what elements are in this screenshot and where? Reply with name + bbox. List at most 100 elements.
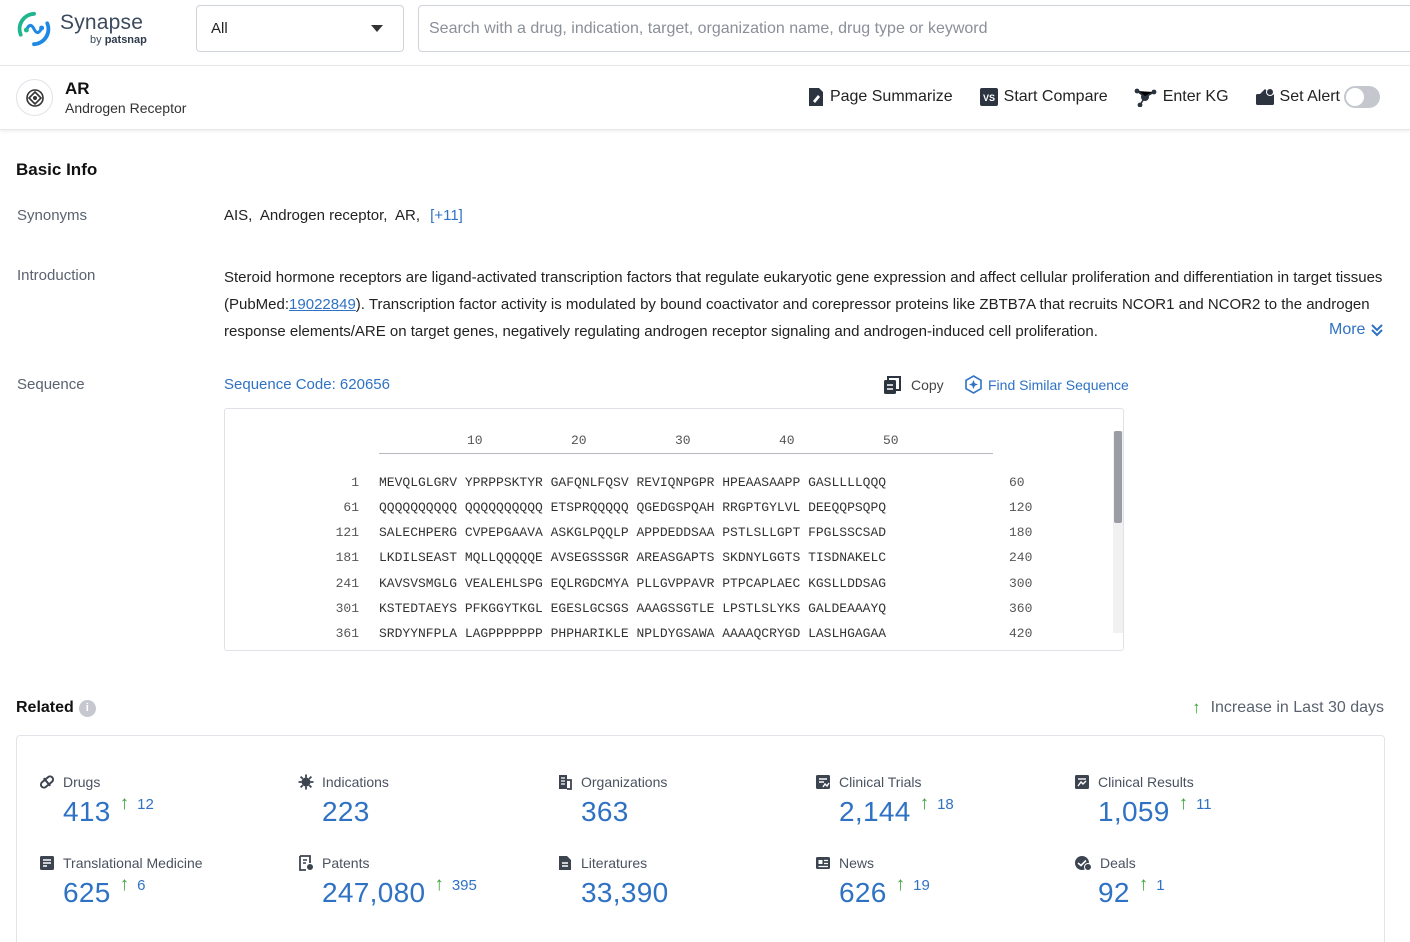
find-similar-label: Find Similar Sequence (988, 377, 1129, 393)
search-scope-value: All (211, 20, 228, 37)
introduction-label: Introduction (17, 267, 95, 284)
ruler-tick: 10 (467, 433, 483, 448)
summarize-icon (807, 87, 825, 107)
stat-label: News (839, 855, 874, 871)
synonym-item: AIS, (224, 207, 252, 224)
sequence-label: Sequence (17, 376, 85, 393)
related-title: Related i (16, 699, 96, 717)
enter-kg-button[interactable]: Enter KG (1134, 87, 1229, 107)
sequence-row-residues: SALECHPERG CVPEPGAAVA ASKGLPQQLP APPDEDD… (379, 525, 886, 540)
sequence-row-residues: SRDYYNFPLA LAGPPPPPPP PHPHARIKLE NPLDYGS… (379, 626, 886, 641)
stat-label: Translational Medicine (63, 855, 203, 871)
building-icon (557, 774, 573, 790)
top-bar: Synapse by patsnap All (0, 0, 1410, 66)
book-icon (39, 855, 55, 871)
target-icon (16, 79, 53, 116)
target-symbol: AR (65, 79, 90, 99)
basic-info-title: Basic Info (16, 160, 97, 180)
stat-indications[interactable]: Indications 223 (298, 774, 389, 828)
stat-label: Drugs (63, 774, 100, 790)
scrollbar-thumb[interactable] (1114, 431, 1122, 523)
arrow-up-icon: ↑ (434, 874, 444, 896)
target-full-name: Androgen Receptor (65, 100, 186, 116)
stat-value: 1,059 (1098, 796, 1170, 828)
stat-patents[interactable]: Patents 247,080↑395 (298, 855, 477, 909)
stat-value: 626 (839, 877, 887, 909)
synapse-logo[interactable]: Synapse by patsnap (15, 10, 147, 48)
increase-legend: ↑ Increase in Last 30 days (1192, 698, 1384, 718)
copy-icon (883, 375, 902, 395)
copy-label: Copy (911, 377, 944, 393)
synapse-logo-icon (15, 10, 53, 48)
ruler-tick: 40 (779, 433, 795, 448)
stat-literatures[interactable]: Literatures 33,390 (557, 855, 668, 909)
sequence-row-end: 300 (1009, 576, 1032, 591)
copy-button[interactable]: Copy (883, 375, 944, 395)
knowledge-graph-icon (1134, 87, 1158, 107)
set-alert-label: Set Alert (1280, 88, 1340, 106)
sequence-row-end: 120 (1009, 500, 1032, 515)
sequence-row-start: 241 (225, 576, 359, 591)
sequence-row-start: 61 (225, 500, 359, 515)
stat-news[interactable]: News 626 ↑ 19 (815, 855, 930, 909)
search-scope-select[interactable]: All (196, 5, 404, 52)
sequence-code-link[interactable]: Sequence Code: 620656 (224, 376, 390, 393)
sequence-row-residues: KSTEDTAEYS PFKGGYTKGL EGESLGCSGS AAAGSSG… (379, 601, 886, 616)
sequence-row-start: 301 (225, 601, 359, 616)
page-summarize-label: Page Summarize (830, 88, 953, 106)
stat-increase: 6 (137, 877, 145, 894)
stat-label: Indications (322, 774, 389, 790)
stat-value: 413 (63, 796, 111, 828)
stat-translational-medicine[interactable]: Translational Medicine 625↑6 (39, 855, 203, 909)
logo-by: by (90, 34, 102, 46)
pubmed-link[interactable]: 19022849 (289, 296, 356, 313)
arrow-up-icon: ↑ (1139, 874, 1149, 896)
sequence-row-residues: KAVSVSMGLG VEALEHLSPG EQLRGDCMYA PLLGVPP… (379, 576, 886, 591)
sequence-row-end: 180 (1009, 525, 1032, 540)
more-synonyms-link[interactable]: [+11] (430, 207, 463, 224)
info-icon[interactable]: i (79, 700, 96, 717)
stat-increase: 395 (452, 877, 477, 894)
alert-toggle[interactable] (1344, 86, 1380, 108)
double-chevron-down-icon (1369, 322, 1385, 338)
stat-drugs[interactable]: Drugs 413↑12 (39, 774, 154, 828)
stat-label: Clinical Trials (839, 774, 921, 790)
virus-icon (298, 774, 314, 790)
arrow-up-icon: ↑ (120, 874, 130, 896)
find-similar-sequence-button[interactable]: Find Similar Sequence (964, 375, 1129, 394)
app-name: Synapse (60, 12, 147, 33)
alert-icon (1255, 87, 1275, 107)
start-compare-button[interactable]: VS Start Compare (979, 87, 1108, 107)
stat-value: 92 (1098, 877, 1130, 909)
page-summarize-button[interactable]: Page Summarize (807, 87, 953, 107)
compare-icon: VS (979, 87, 999, 107)
more-button[interactable]: More (1325, 321, 1385, 339)
sequence-row-residues: QQQQQQQQQQ QQQQQQQQQQ ETSPRQQQQQ QGEDGSP… (379, 500, 886, 515)
arrow-up-icon: ↑ (1179, 793, 1189, 815)
stat-clinical-results[interactable]: Clinical Results 1,059↑11 (1074, 774, 1212, 828)
increase-legend-label: Increase in Last 30 days (1211, 699, 1384, 717)
related-stats: Drugs 413↑12 Indications 223 Organizatio… (16, 735, 1385, 942)
ruler-tick: 50 (883, 433, 899, 448)
sequence-viewer[interactable]: 10 20 30 40 50 1MEVQLGLGRV YPRPPSKTYR GA… (224, 408, 1124, 651)
sequence-row-start: 361 (225, 626, 359, 641)
stat-increase: 12 (137, 796, 154, 813)
sequence-row-residues: MEVQLGLGRV YPRPPSKTYR GAFQNLFQSV REVIQNP… (379, 475, 886, 490)
search-input[interactable] (418, 5, 1410, 52)
stat-label: Patents (322, 855, 369, 871)
stat-increase: 18 (937, 796, 954, 813)
stat-label: Literatures (581, 855, 647, 871)
sequence-ruler (379, 453, 993, 454)
stat-deals[interactable]: Deals 92↑1 (1074, 855, 1165, 909)
stat-label: Organizations (581, 774, 667, 790)
arrow-up-icon: ↑ (896, 874, 906, 896)
stat-increase: 19 (913, 877, 930, 894)
stat-label: Deals (1100, 855, 1136, 871)
set-alert-button[interactable]: Set Alert (1255, 87, 1340, 107)
stat-clinical-trials[interactable]: Clinical Trials 2,144↑18 (815, 774, 954, 828)
sequence-scrollbar[interactable] (1113, 431, 1123, 633)
similar-sequence-icon (964, 375, 983, 394)
sequence-row-residues: LKDILSEAST MQLLQQQQQE AVSEGSSSGR AREASGA… (379, 550, 886, 565)
stat-organizations[interactable]: Organizations 363 (557, 774, 667, 828)
stat-value: 223 (322, 796, 370, 828)
